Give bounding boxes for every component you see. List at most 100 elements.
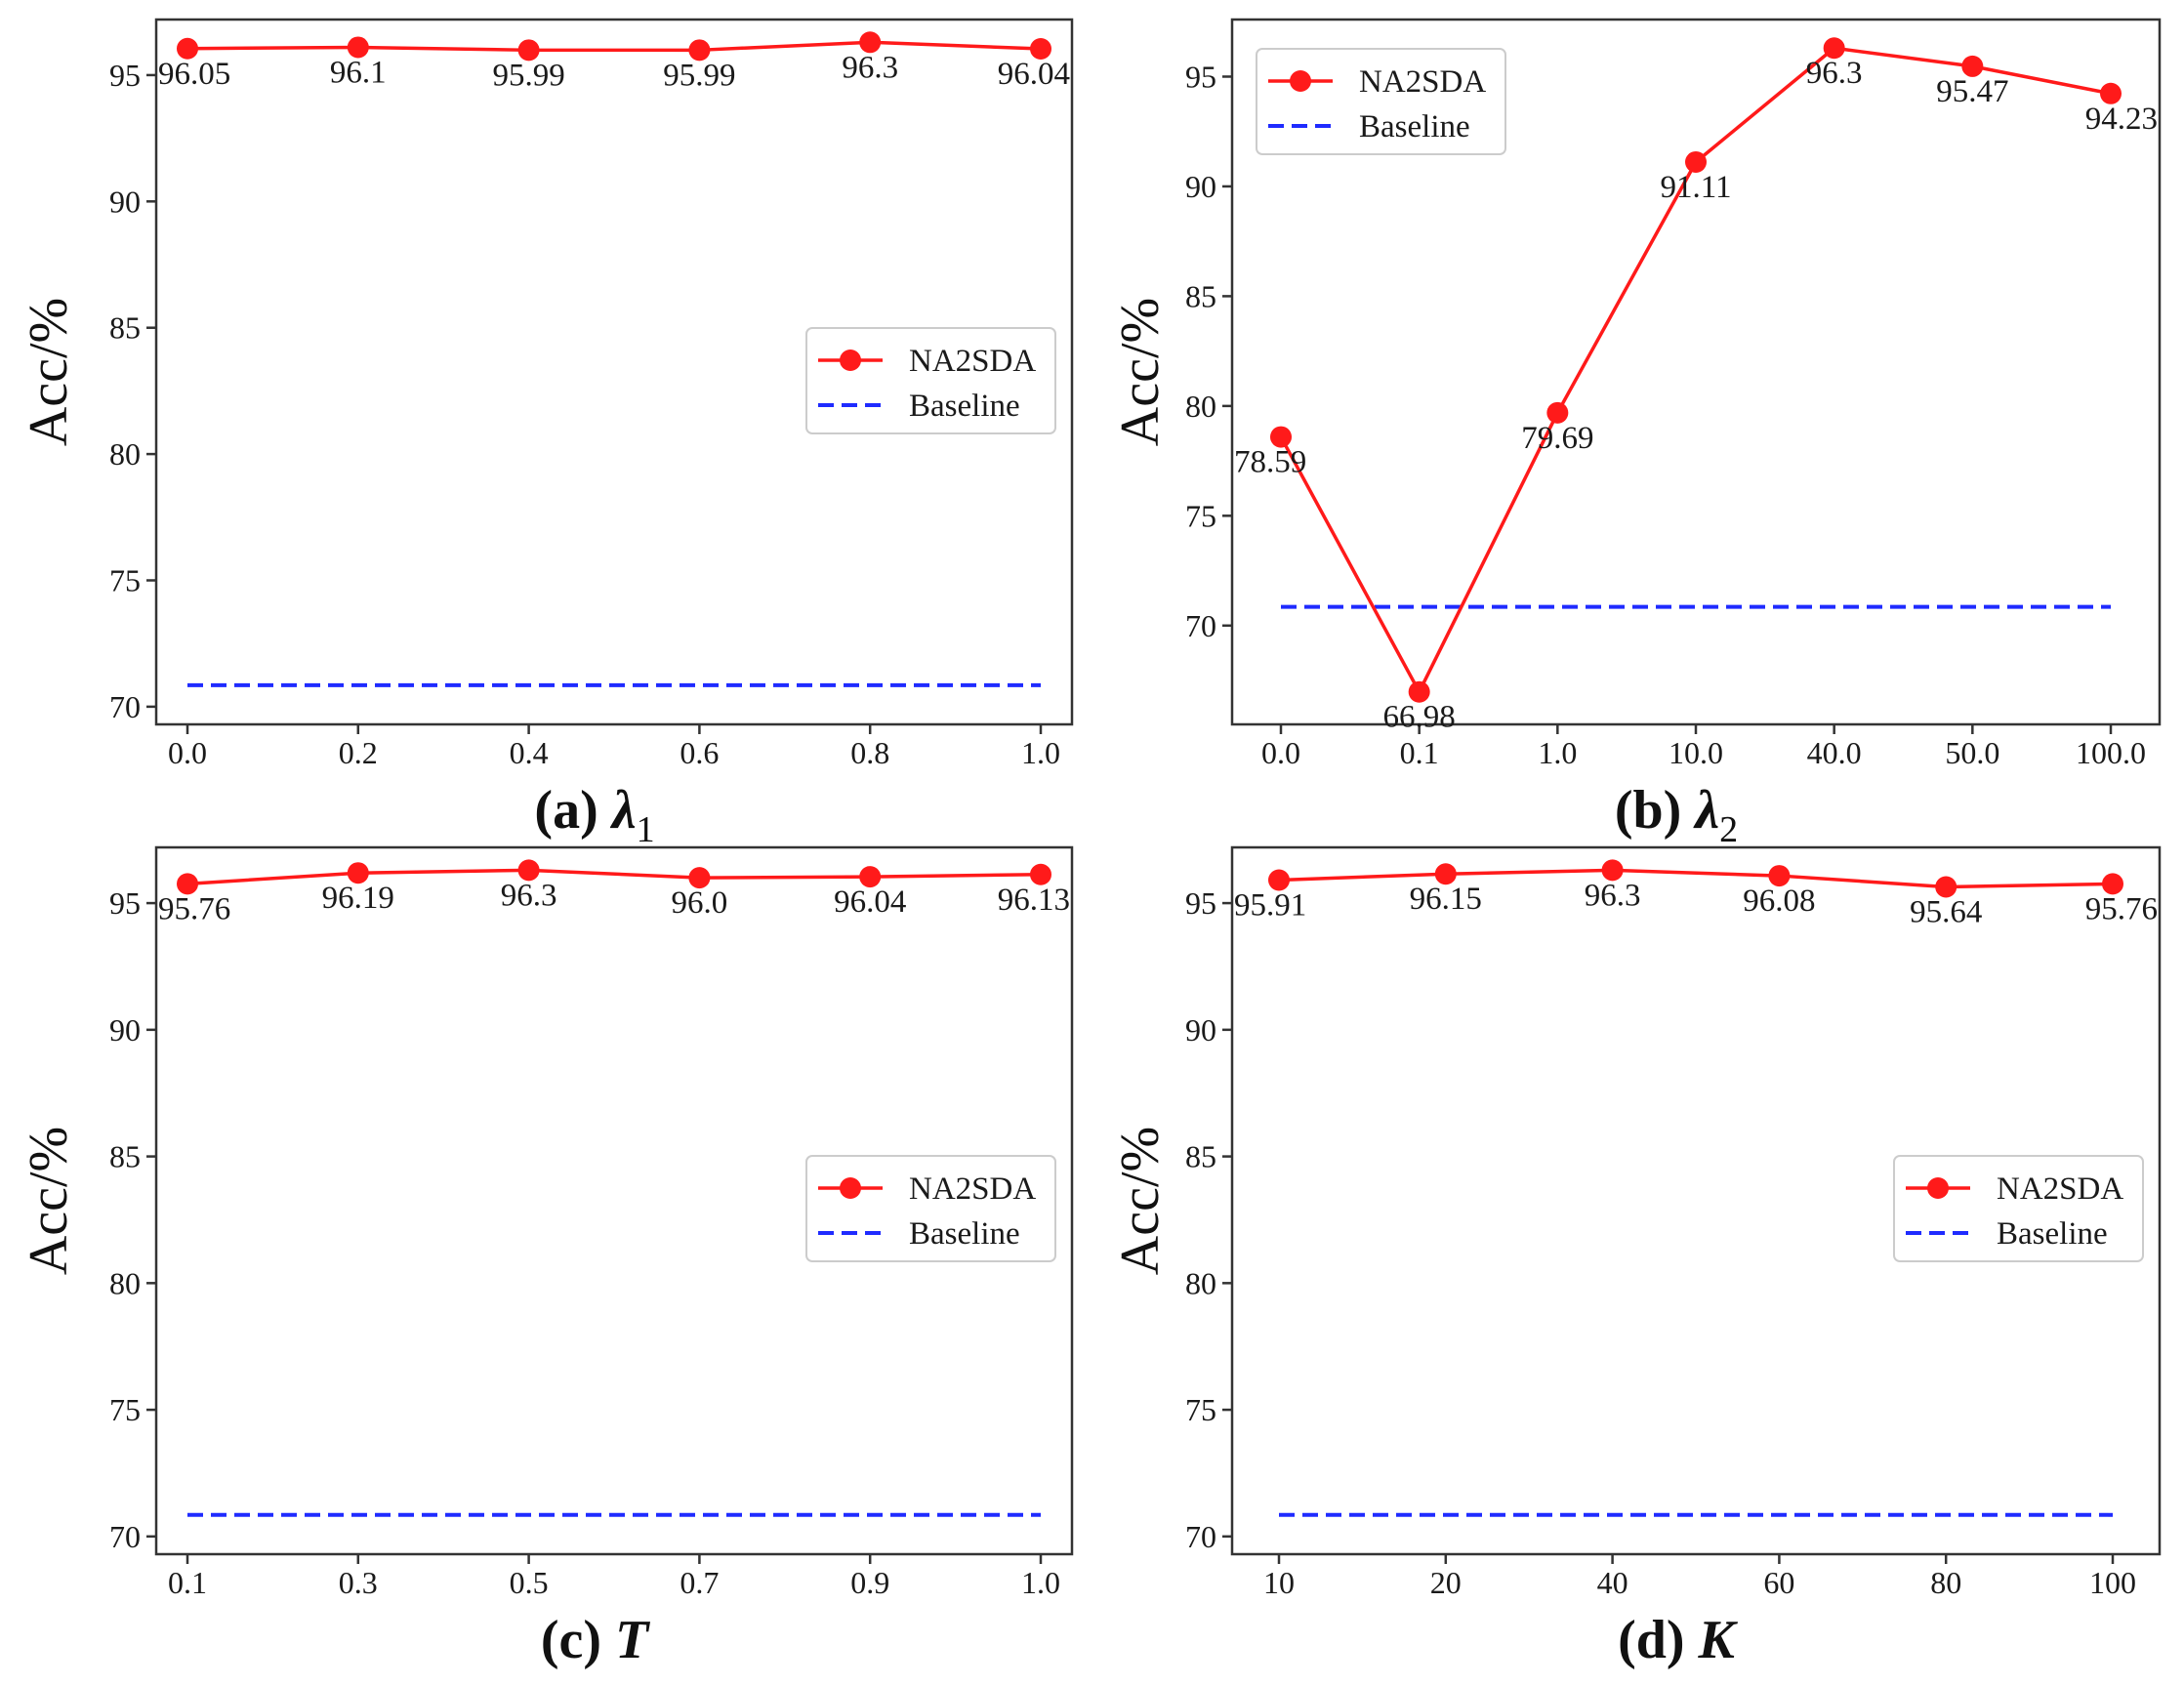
legend: NA2SDA Baseline (805, 327, 1056, 434)
legend-baseline-label: Baseline (1359, 109, 1470, 144)
na2sda-point (688, 39, 711, 62)
x-tick-label: 80 (1930, 1565, 1961, 1600)
y-tick-label: 70 (109, 689, 141, 724)
y-tick-label: 90 (109, 184, 141, 219)
y-tick-label: 85 (109, 310, 141, 346)
na2sda-line (1278, 868, 2114, 889)
legend-baseline-label: Baseline (909, 389, 1020, 424)
y-tick-label: 95 (1185, 59, 1216, 94)
data-label: 66.98 (1383, 700, 1456, 735)
x-tick-label: 0.2 (339, 735, 378, 770)
y-tick-label: 85 (109, 1139, 141, 1174)
na2sda-point (1030, 38, 1051, 61)
data-label: 96.08 (1743, 884, 1815, 919)
na2sda-line (186, 868, 1042, 886)
na2sda-point (1030, 863, 1051, 885)
data-label: 78.59 (1234, 445, 1306, 480)
data-label: 95.76 (158, 891, 230, 926)
caption-prefix: (a) (534, 780, 611, 841)
data-label: 96.05 (158, 57, 230, 92)
na2sda-point (1546, 401, 1569, 424)
y-tick-label: 95 (109, 58, 141, 93)
x-tick-label: 0.1 (168, 1565, 207, 1600)
na2sda-point (347, 36, 369, 59)
caption-symbol: λ (1693, 780, 1719, 841)
x-tick-label: 0.5 (510, 1565, 549, 1600)
x-tick-label: 10 (1263, 1565, 1295, 1600)
y-tick-label: 75 (109, 562, 141, 597)
na2sda-point (1685, 150, 1707, 173)
x-tick-label: 0.0 (168, 735, 207, 770)
data-label: 96.19 (322, 881, 394, 916)
x-tick-label: 0.1 (1400, 735, 1439, 770)
na2sda-point (1434, 863, 1457, 885)
data-label: 96.0 (672, 885, 728, 921)
plot-frame (154, 18, 1074, 726)
data-label: 95.76 (2085, 891, 2158, 926)
na2sda-point (517, 859, 540, 882)
y-tick-label: 70 (109, 1519, 141, 1554)
data-label: 95.99 (663, 58, 735, 93)
na2sda-point (859, 31, 882, 54)
y-tick-label: 80 (109, 1265, 141, 1300)
na2sda-point (1935, 876, 1957, 898)
y-axis-label: Acc/% (1110, 1127, 1171, 1275)
caption-symbol: K (1698, 1610, 1739, 1670)
na2sda-point (1408, 680, 1430, 703)
x-tick-label: 0.6 (680, 735, 719, 770)
y-tick-label: 80 (1185, 1265, 1216, 1300)
na2sda-point (1768, 865, 1791, 887)
y-tick-label: 90 (109, 1012, 141, 1048)
y-tick-label: 75 (109, 1392, 141, 1427)
data-label: 95.64 (1910, 894, 1982, 929)
y-axis-label: Acc/% (1110, 298, 1171, 446)
x-tick-label: 100 (2089, 1565, 2136, 1600)
x-tick-label: 20 (1430, 1565, 1462, 1600)
data-label: 96.3 (842, 50, 898, 85)
data-label: 79.69 (1521, 421, 1593, 456)
data-label: 96.04 (998, 57, 1070, 92)
na2sda-point (2100, 82, 2122, 104)
data-label: 96.1 (330, 55, 387, 90)
data-label: 95.91 (1234, 887, 1306, 923)
data-label: 95.47 (1936, 74, 2008, 109)
caption-prefix: (c) (541, 1610, 615, 1670)
panel-caption: (a) λ1 (534, 780, 654, 850)
y-tick-label: 90 (1185, 169, 1216, 204)
na2sda-point (2102, 873, 2123, 895)
legend: NA2SDA Baseline (1256, 48, 1506, 155)
caption-prefix: (d) (1618, 1610, 1698, 1670)
panel-caption: (d) K (1618, 1610, 1738, 1670)
y-tick-label: 95 (109, 885, 141, 921)
legend-baseline-label: Baseline (909, 1216, 1020, 1252)
na2sda-point (347, 862, 369, 884)
legend-na2sda-marker (1927, 1177, 1949, 1199)
panel-caption: (b) λ2 (1615, 780, 1738, 850)
y-tick-label: 75 (1185, 498, 1216, 533)
y-tick-label: 90 (1185, 1012, 1216, 1048)
data-label: 96.13 (998, 883, 1070, 918)
legend-na2sda-label: NA2SDA (1359, 64, 1486, 100)
legend-baseline-label: Baseline (1997, 1216, 2108, 1252)
legend-na2sda-marker (840, 1177, 861, 1199)
x-tick-label: 0.0 (1261, 735, 1300, 770)
plot-frame (1230, 845, 2162, 1556)
x-tick-label: 100.0 (2076, 735, 2146, 770)
na2sda-point (688, 867, 711, 889)
legend-na2sda-label: NA2SDA (909, 1171, 1036, 1207)
x-tick-label: 40.0 (1807, 735, 1862, 770)
x-tick-label: 60 (1763, 1565, 1794, 1600)
y-tick-label: 70 (1185, 1519, 1216, 1554)
y-tick-label: 85 (1185, 278, 1216, 313)
chart-panel-d: 70 75 80 85 90 95 10 20 40 60 80 100 Acc/% 95.91 96.15… (1110, 845, 2162, 1670)
legend: NA2SDA Baseline (1893, 1155, 2144, 1262)
y-tick-label: 95 (1185, 885, 1216, 921)
na2sda-point (1270, 426, 1292, 448)
legend-na2sda-label: NA2SDA (1997, 1171, 2123, 1207)
y-axis-label: Acc/% (19, 1127, 79, 1275)
data-label: 95.99 (492, 58, 564, 93)
y-tick-label: 70 (1185, 608, 1216, 643)
na2sda-point (177, 873, 198, 895)
x-tick-label: 0.8 (850, 735, 889, 770)
x-tick-label: 0.9 (850, 1565, 889, 1600)
